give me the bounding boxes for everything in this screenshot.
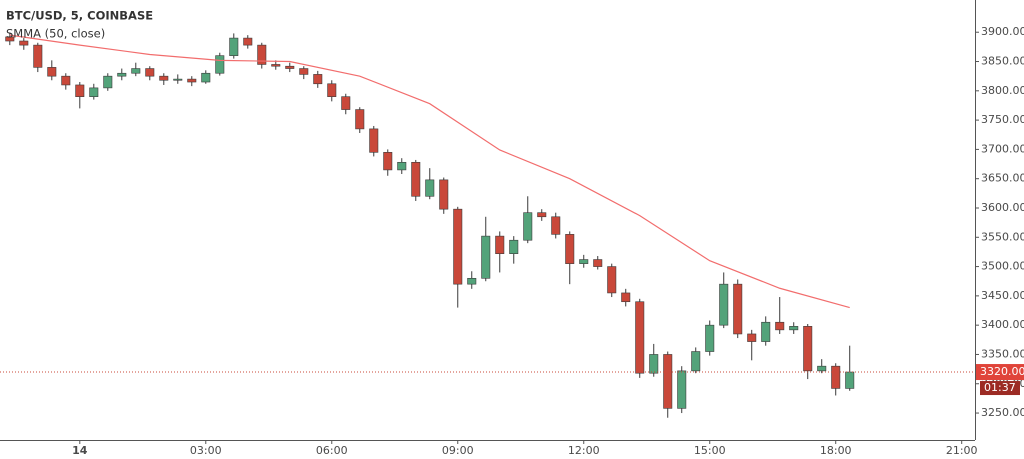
- last-price-box: [976, 364, 1024, 381]
- candle-body: [187, 78, 197, 83]
- y-tick-label: 3700.00: [981, 142, 1024, 155]
- y-tick-label: 3450.00: [981, 289, 1024, 302]
- candle-body: [509, 239, 519, 254]
- candle-body: [523, 212, 533, 241]
- candle-body: [733, 283, 743, 335]
- candle-body: [33, 44, 43, 68]
- candle-body: [551, 216, 561, 235]
- x-tick-label: 06:00: [316, 444, 348, 457]
- candle-body: [299, 68, 309, 75]
- y-tick-label: 3350.00: [981, 347, 1024, 360]
- candle-body: [215, 55, 225, 74]
- candle-body: [75, 84, 85, 97]
- candle-body: [775, 321, 785, 331]
- candle-body: [243, 37, 253, 46]
- x-tick-label: 14: [72, 444, 88, 457]
- candle-body: [173, 78, 183, 81]
- candle-body: [355, 109, 365, 130]
- candle-body: [229, 37, 239, 56]
- candle-body: [789, 326, 799, 331]
- x-tick-label: 12:00: [568, 444, 600, 457]
- x-tick-label: 15:00: [694, 444, 726, 457]
- candle-body: [845, 371, 855, 389]
- candle-body: [145, 68, 155, 77]
- candle-body: [103, 75, 113, 89]
- candle-body: [621, 292, 631, 303]
- candle-body: [579, 259, 589, 264]
- candle-body: [761, 321, 771, 342]
- candle-body: [831, 365, 841, 389]
- candle-body: [649, 354, 659, 374]
- y-tick-label: 3400.00: [981, 318, 1024, 331]
- candle-body: [89, 87, 99, 97]
- chart-title: BTC/USD, 5, COINBASE: [6, 9, 153, 23]
- candle-body: [201, 72, 211, 83]
- candle-body: [593, 259, 603, 267]
- candle-body: [47, 67, 57, 77]
- plot-area: [5, 33, 855, 418]
- candle-body: [467, 277, 477, 285]
- smma-line: [9, 34, 850, 309]
- candle-body: [481, 235, 491, 279]
- candle-body: [257, 44, 267, 65]
- candle-body: [677, 370, 687, 409]
- candle-body: [495, 235, 505, 254]
- candle-body: [5, 36, 15, 42]
- candle-body: [271, 64, 281, 67]
- candle-body: [565, 234, 575, 264]
- x-tick-label: 09:00: [442, 444, 474, 457]
- y-tick-label: 3800.00: [981, 84, 1024, 97]
- candle-body: [341, 96, 351, 110]
- candle-body: [411, 161, 421, 197]
- candle-body: [607, 266, 617, 294]
- y-tick-label: 3900.00: [981, 25, 1024, 38]
- candle-body: [383, 152, 393, 171]
- candle-body: [19, 40, 29, 46]
- candle-body: [817, 365, 827, 372]
- candle-body: [285, 65, 295, 69]
- candle-body: [131, 68, 141, 74]
- x-tick-label: 03:00: [190, 444, 222, 457]
- candle-body: [117, 72, 127, 77]
- candle-body: [313, 74, 323, 85]
- y-tick-label: 3600.00: [981, 201, 1024, 214]
- candle-body: [663, 354, 673, 409]
- candle-body: [537, 212, 547, 218]
- candle-body: [747, 333, 757, 342]
- candle-body: [425, 179, 435, 197]
- last-price-label: 3320.00: [980, 365, 1024, 378]
- y-tick-label: 3750.00: [981, 113, 1024, 126]
- candle-body: [691, 351, 701, 372]
- candle-body: [719, 283, 729, 326]
- candle-body: [803, 326, 813, 372]
- x-tick-label: 21:00: [946, 444, 978, 457]
- candle-body: [453, 208, 463, 285]
- x-tick-label: 18:00: [820, 444, 852, 457]
- countdown-box: [980, 381, 1020, 396]
- y-tick-label: 3500.00: [981, 260, 1024, 273]
- indicator-label: SMMA (50, close): [6, 27, 105, 41]
- candle-body: [61, 75, 71, 86]
- candle-body: [635, 301, 645, 374]
- y-tick-label: 3550.00: [981, 230, 1024, 243]
- candle-body: [159, 75, 169, 81]
- y-tick-label: 3250.00: [981, 406, 1024, 419]
- candle-body: [397, 161, 407, 171]
- candle-body: [439, 179, 449, 210]
- y-tick-label: 3650.00: [981, 172, 1024, 185]
- candle-body: [369, 128, 379, 153]
- countdown-label: 01:37: [984, 381, 1016, 394]
- candle-body: [327, 83, 337, 97]
- y-tick-label: 3850.00: [981, 55, 1024, 68]
- candle-body: [705, 324, 715, 352]
